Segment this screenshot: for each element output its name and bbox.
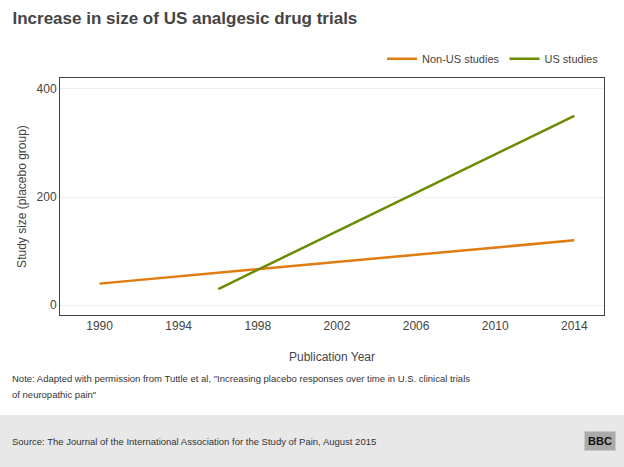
svg-text:2014: 2014: [561, 319, 588, 333]
svg-text:Study size (placebo group): Study size (placebo group): [15, 125, 29, 268]
svg-text:Source: The Journal of the Int: Source: The Journal of the International…: [12, 436, 376, 447]
svg-text:Note: Adapted with permission: Note: Adapted with permission from Tuttl…: [12, 373, 470, 384]
svg-text:US studies: US studies: [545, 53, 599, 65]
svg-text:2006: 2006: [403, 319, 430, 333]
svg-text:Non-US studies: Non-US studies: [422, 53, 500, 65]
svg-text:200: 200: [37, 190, 57, 204]
svg-text:2010: 2010: [482, 319, 509, 333]
svg-text:Publication Year: Publication Year: [289, 350, 375, 364]
svg-text:1998: 1998: [244, 319, 271, 333]
svg-text:1990: 1990: [86, 319, 113, 333]
svg-text:BBC: BBC: [588, 435, 612, 447]
svg-text:400: 400: [37, 82, 57, 96]
svg-text:Increase in size of US analges: Increase in size of US analgesic drug tr…: [12, 9, 357, 28]
svg-text:0: 0: [50, 298, 57, 312]
svg-text:of neuropathic pain": of neuropathic pain": [12, 389, 96, 400]
svg-text:1994: 1994: [165, 319, 192, 333]
svg-text:2002: 2002: [324, 319, 351, 333]
